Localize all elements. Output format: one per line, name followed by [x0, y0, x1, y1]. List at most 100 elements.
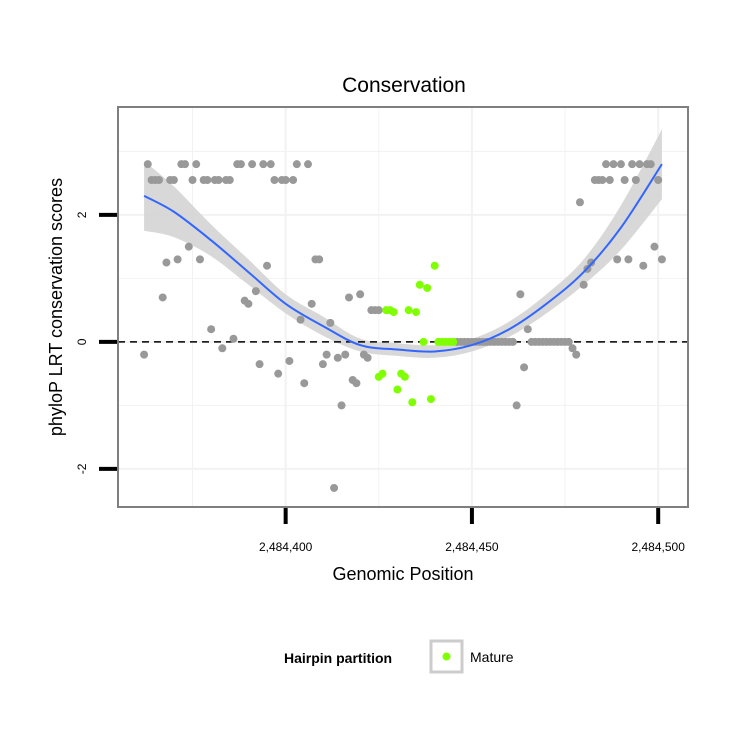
point-other [173, 255, 182, 264]
point-other [304, 160, 312, 169]
point-other [605, 176, 614, 185]
point-other [598, 176, 607, 185]
point-mature [423, 283, 432, 292]
point-other [281, 176, 290, 185]
point-mature [449, 337, 458, 346]
y-tick-label: 2 [75, 211, 89, 218]
point-other [169, 176, 178, 185]
point-mature [426, 395, 435, 404]
point-other [639, 261, 648, 270]
point-other [654, 176, 663, 185]
point-other [508, 337, 517, 346]
smooth-line-layer [143, 163, 663, 353]
points-layer [140, 160, 666, 492]
legend-label-mature: Mature [470, 649, 514, 665]
point-other [248, 160, 257, 169]
point-other [579, 280, 588, 289]
point-other [307, 299, 316, 308]
point-other [184, 242, 193, 251]
point-other [289, 176, 298, 185]
point-other [266, 160, 275, 169]
point-mature [400, 372, 409, 381]
point-other [140, 350, 149, 359]
point-mature [389, 308, 398, 317]
point-other [143, 160, 152, 169]
point-other [255, 360, 264, 369]
point-other [613, 255, 622, 264]
point-other [322, 350, 331, 359]
point-other [616, 160, 625, 169]
point-other [635, 160, 644, 169]
point-other [315, 255, 324, 264]
point-other [523, 325, 532, 334]
point-other [158, 293, 167, 302]
point-other [624, 255, 633, 264]
point-other [229, 334, 238, 343]
point-mature [408, 398, 417, 407]
y-tick-label: 0 [75, 338, 89, 345]
legend-title: Hairpin partition [284, 650, 392, 666]
point-other [356, 290, 365, 299]
point-other [337, 401, 346, 410]
point-other [263, 261, 272, 270]
grid [118, 107, 688, 507]
point-other [650, 242, 659, 251]
point-other [520, 363, 529, 372]
x-tick-label: 2,484,400 [259, 540, 313, 554]
point-mature [393, 385, 402, 394]
point-other [620, 176, 629, 185]
point-other [236, 160, 245, 169]
point-mature [419, 337, 428, 346]
point-other [374, 306, 383, 315]
smooth-line [143, 163, 663, 353]
point-other [292, 160, 301, 169]
point-other [300, 379, 309, 388]
point-other [572, 350, 581, 359]
point-other [318, 360, 327, 369]
point-mature [430, 261, 439, 270]
point-other [154, 176, 163, 185]
point-other [628, 160, 637, 169]
point-other [181, 160, 190, 169]
point-other [296, 315, 305, 324]
point-other [207, 325, 216, 334]
point-other [512, 401, 521, 410]
point-other [274, 369, 283, 378]
point-other [333, 353, 342, 362]
x-axis: 2,484,400 2,484,450 2,484,500 [259, 508, 685, 554]
point-other [568, 344, 577, 353]
point-other [344, 293, 353, 302]
point-other [564, 337, 573, 346]
confidence-ribbon [144, 129, 662, 358]
point-other [251, 287, 260, 296]
chart-title: Conservation [342, 74, 466, 97]
point-other [609, 160, 618, 169]
point-other [218, 344, 227, 353]
x-tick-label: 2,484,500 [632, 540, 686, 554]
point-other [192, 160, 201, 169]
x-tick-label: 2,484,450 [445, 540, 499, 554]
point-other [162, 258, 171, 267]
point-other [657, 255, 666, 264]
point-other [203, 176, 212, 185]
point-other [225, 176, 234, 185]
point-mature [412, 308, 421, 317]
point-other [285, 356, 294, 365]
x-axis-title: Genomic Position [332, 564, 473, 584]
point-other [195, 255, 204, 264]
legend: Hairpin partition Mature [284, 639, 514, 674]
point-other [352, 379, 361, 388]
point-other [602, 160, 611, 169]
point-other [188, 176, 197, 185]
confidence-ribbon-layer [144, 129, 662, 358]
point-other [646, 160, 655, 169]
point-other [270, 176, 279, 185]
point-other [363, 353, 372, 362]
legend-key-mature-dot [442, 652, 451, 661]
point-mature [415, 280, 424, 289]
point-other [214, 176, 223, 185]
point-other [341, 350, 350, 359]
point-other [631, 176, 640, 185]
point-other [244, 299, 253, 308]
